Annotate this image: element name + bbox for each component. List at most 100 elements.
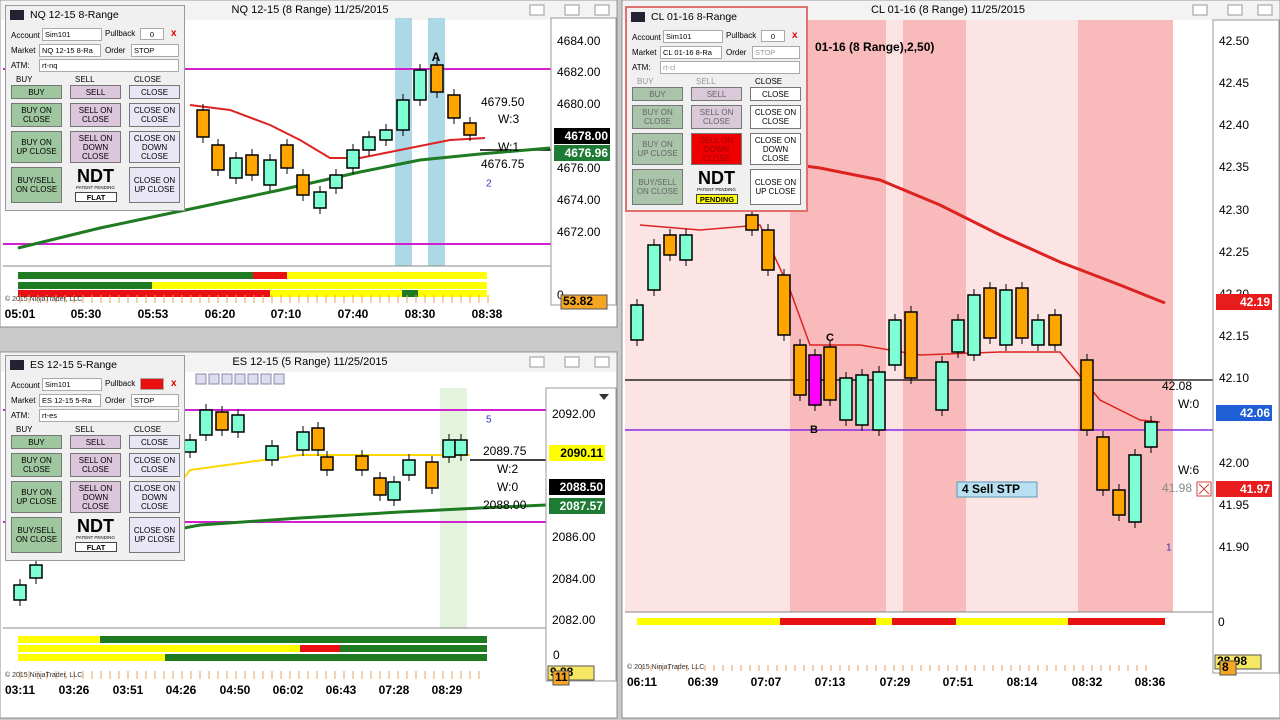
account-field: Sim101	[663, 30, 723, 43]
order-button[interactable]: CLOSE	[750, 87, 801, 101]
order-button[interactable]: SELL ON DOWN CLOSE	[691, 133, 742, 165]
order-button[interactable]: CLOSE ON DOWN CLOSE	[129, 131, 180, 163]
window-button[interactable]	[529, 356, 545, 368]
toolbar-icon[interactable]	[234, 373, 246, 385]
moving-average	[17, 146, 551, 250]
market-field[interactable]: ES 12-15 5-Ra	[39, 394, 101, 407]
pullback-field[interactable]: 0	[140, 28, 164, 40]
order-button[interactable]: CLOSE ON UP CLOSE	[129, 517, 180, 553]
time-label: 06:02	[273, 683, 304, 697]
price-box	[1216, 405, 1272, 421]
atm-field[interactable]: rt-cl	[660, 61, 800, 74]
time-label: 08:30	[405, 307, 436, 321]
annotation: 4679.50	[481, 95, 525, 109]
order-button[interactable]: CLOSE ON DOWN CLOSE	[129, 481, 180, 513]
price-label: 4674.00	[557, 193, 601, 207]
toolbar-icon[interactable]	[273, 373, 285, 385]
candle	[808, 354, 822, 406]
order-button[interactable]: BUY/SELL ON CLOSE	[11, 167, 62, 203]
window-button[interactable]	[1192, 4, 1208, 16]
window-button[interactable]	[564, 4, 580, 16]
time-label: 07:29	[880, 675, 911, 689]
order-tag[interactable]	[956, 481, 1038, 498]
market-field[interactable]: CL 01-16 8-Ra	[660, 46, 722, 59]
price-axis	[545, 387, 617, 682]
order-button[interactable]: CLOSE	[129, 435, 180, 449]
order-button[interactable]: SELL ON CLOSE	[70, 453, 121, 477]
order-field[interactable]: STOP	[131, 394, 179, 407]
annotation: W:6	[1178, 463, 1199, 477]
indicator-strip	[402, 290, 418, 297]
atm-field[interactable]: rt-es	[39, 409, 179, 422]
order-field[interactable]: STOP	[131, 44, 179, 57]
window-button[interactable]	[529, 4, 545, 16]
order-button[interactable]: SELL ON DOWN CLOSE	[70, 481, 121, 513]
pullback-field[interactable]: 0	[761, 30, 785, 42]
candle	[199, 409, 213, 436]
time-label: 03:11	[5, 683, 35, 697]
candle	[430, 64, 444, 93]
status: FLAT	[75, 542, 117, 552]
panel-icon	[631, 12, 645, 22]
window-button[interactable]	[594, 4, 610, 16]
order-button[interactable]: CLOSE ON DOWN CLOSE	[750, 133, 801, 165]
order-button[interactable]: CLOSE ON CLOSE	[129, 453, 180, 477]
session-band	[395, 18, 412, 266]
atm-label: ATM:	[11, 61, 30, 70]
order-button[interactable]: BUY	[11, 435, 62, 449]
close-x[interactable]: x	[171, 378, 177, 389]
close-x[interactable]: x	[792, 30, 798, 41]
order-button[interactable]: BUY	[632, 87, 683, 101]
order-button[interactable]: BUY ON CLOSE	[11, 453, 62, 477]
order-button[interactable]: SELL	[691, 87, 742, 101]
order-button[interactable]: SELL	[70, 85, 121, 99]
order-field[interactable]: STOP	[752, 46, 800, 59]
annotation: B	[810, 424, 818, 436]
annotation: 2	[486, 179, 492, 190]
price-box	[554, 145, 610, 161]
close-x[interactable]: x	[171, 28, 177, 39]
order-button[interactable]: BUY ON UP CLOSE	[11, 481, 62, 513]
toolbar-icon[interactable]	[247, 373, 259, 385]
window-button[interactable]	[564, 356, 580, 368]
candle	[855, 374, 869, 426]
order-button[interactable]: CLOSE ON CLOSE	[750, 105, 801, 129]
atm-label: ATM:	[632, 63, 651, 72]
order-button[interactable]: SELL ON DOWN CLOSE	[70, 131, 121, 163]
order-button[interactable]: BUY ON UP CLOSE	[11, 131, 62, 163]
market-field[interactable]: NQ 12-15 8-Ra	[39, 44, 101, 57]
time-label: 05:53	[138, 307, 169, 321]
order-button[interactable]: CLOSE ON UP CLOSE	[750, 169, 801, 205]
toolbar-icon[interactable]	[195, 373, 207, 385]
indicator-label: 0	[1218, 615, 1225, 629]
order-button[interactable]: CLOSE	[129, 85, 180, 99]
pullback-label: Pullback	[105, 379, 136, 388]
candle	[447, 94, 461, 119]
toolbar-icon[interactable]	[208, 373, 220, 385]
order-button[interactable]: BUY/SELL ON CLOSE	[11, 517, 62, 553]
order-button[interactable]: BUY ON CLOSE	[11, 103, 62, 127]
window-button[interactable]	[1257, 4, 1273, 16]
order-button[interactable]: BUY/SELL ON CLOSE	[632, 169, 683, 205]
toolbar-icon[interactable]	[221, 373, 233, 385]
order-button[interactable]: BUY ON UP CLOSE	[632, 133, 683, 165]
atm-field[interactable]: rt-nq	[39, 59, 179, 72]
annotation: 41.98	[1162, 481, 1192, 495]
order-button[interactable]: SELL ON CLOSE	[691, 105, 742, 129]
toolbar-icon[interactable]	[260, 373, 272, 385]
order-button[interactable]: BUY	[11, 85, 62, 99]
candle	[231, 414, 245, 433]
candle	[387, 481, 401, 501]
window-button[interactable]	[594, 356, 610, 368]
order-button[interactable]: SELL ON CLOSE	[70, 103, 121, 127]
order-button[interactable]: CLOSE ON UP CLOSE	[129, 167, 180, 203]
window-button[interactable]	[1227, 4, 1243, 16]
candle	[872, 371, 886, 431]
order-button[interactable]: SELL	[70, 435, 121, 449]
order-button[interactable]: BUY ON CLOSE	[632, 105, 683, 129]
pullback-field[interactable]	[140, 378, 164, 390]
column-heading: CLOSE	[755, 77, 783, 86]
order-button[interactable]: CLOSE ON CLOSE	[129, 103, 180, 127]
annotation: 2089.75	[483, 444, 527, 458]
